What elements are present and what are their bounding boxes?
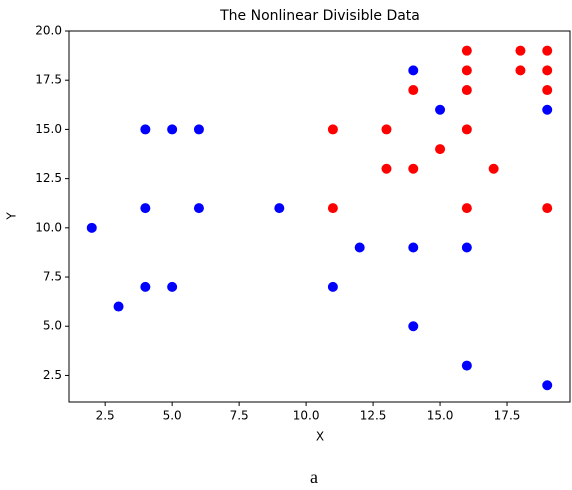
point <box>274 203 285 214</box>
x-tick-label: 5.0 <box>163 409 182 423</box>
point <box>408 242 419 253</box>
y-tick-label: 15.0 <box>35 122 62 136</box>
point <box>113 301 124 312</box>
point <box>461 124 472 135</box>
point <box>435 144 446 155</box>
point <box>327 281 338 292</box>
point <box>86 222 97 233</box>
point <box>542 65 553 76</box>
point <box>515 65 526 76</box>
point <box>461 85 472 96</box>
point <box>542 104 553 115</box>
y-tick-label: 5.0 <box>43 319 62 333</box>
chart-title: The Nonlinear Divisible Data <box>219 8 420 24</box>
point <box>461 360 472 371</box>
point <box>140 124 151 135</box>
point <box>327 203 338 214</box>
point <box>435 104 446 115</box>
point <box>381 163 392 174</box>
point <box>327 124 338 135</box>
y-tick-label: 7.5 <box>43 270 62 284</box>
point <box>542 45 553 56</box>
x-tick-label: 10.0 <box>293 409 320 423</box>
y-tick-label: 2.5 <box>43 368 62 382</box>
x-tick-label: 17.5 <box>494 409 521 423</box>
caption: a <box>310 467 318 487</box>
point <box>515 45 526 56</box>
point <box>461 203 472 214</box>
y-tick-label: 20.0 <box>35 24 62 38</box>
y-axis-label: Y <box>5 212 19 221</box>
y-tick-label: 17.5 <box>35 73 62 87</box>
point <box>408 85 419 96</box>
plot-frame <box>68 30 571 403</box>
x-tick-label: 12.5 <box>360 409 387 423</box>
point <box>542 203 553 214</box>
point <box>461 242 472 253</box>
x-tick-label: 7.5 <box>230 409 249 423</box>
point <box>488 163 499 174</box>
point <box>381 124 392 135</box>
point <box>408 65 419 76</box>
point <box>140 281 151 292</box>
point <box>461 65 472 76</box>
x-tick-label: 2.5 <box>96 409 115 423</box>
y-tick-label: 10.0 <box>35 220 62 234</box>
point <box>167 281 178 292</box>
y-tick-label: 12.5 <box>35 171 62 185</box>
point <box>542 380 553 391</box>
x-tick-label: 15.0 <box>427 409 454 423</box>
point <box>408 321 419 332</box>
point <box>193 124 204 135</box>
point <box>193 203 204 214</box>
point <box>408 163 419 174</box>
point <box>167 124 178 135</box>
x-axis-label: X <box>316 430 324 444</box>
point <box>140 203 151 214</box>
point <box>461 45 472 56</box>
point <box>542 85 553 96</box>
point <box>354 242 365 253</box>
